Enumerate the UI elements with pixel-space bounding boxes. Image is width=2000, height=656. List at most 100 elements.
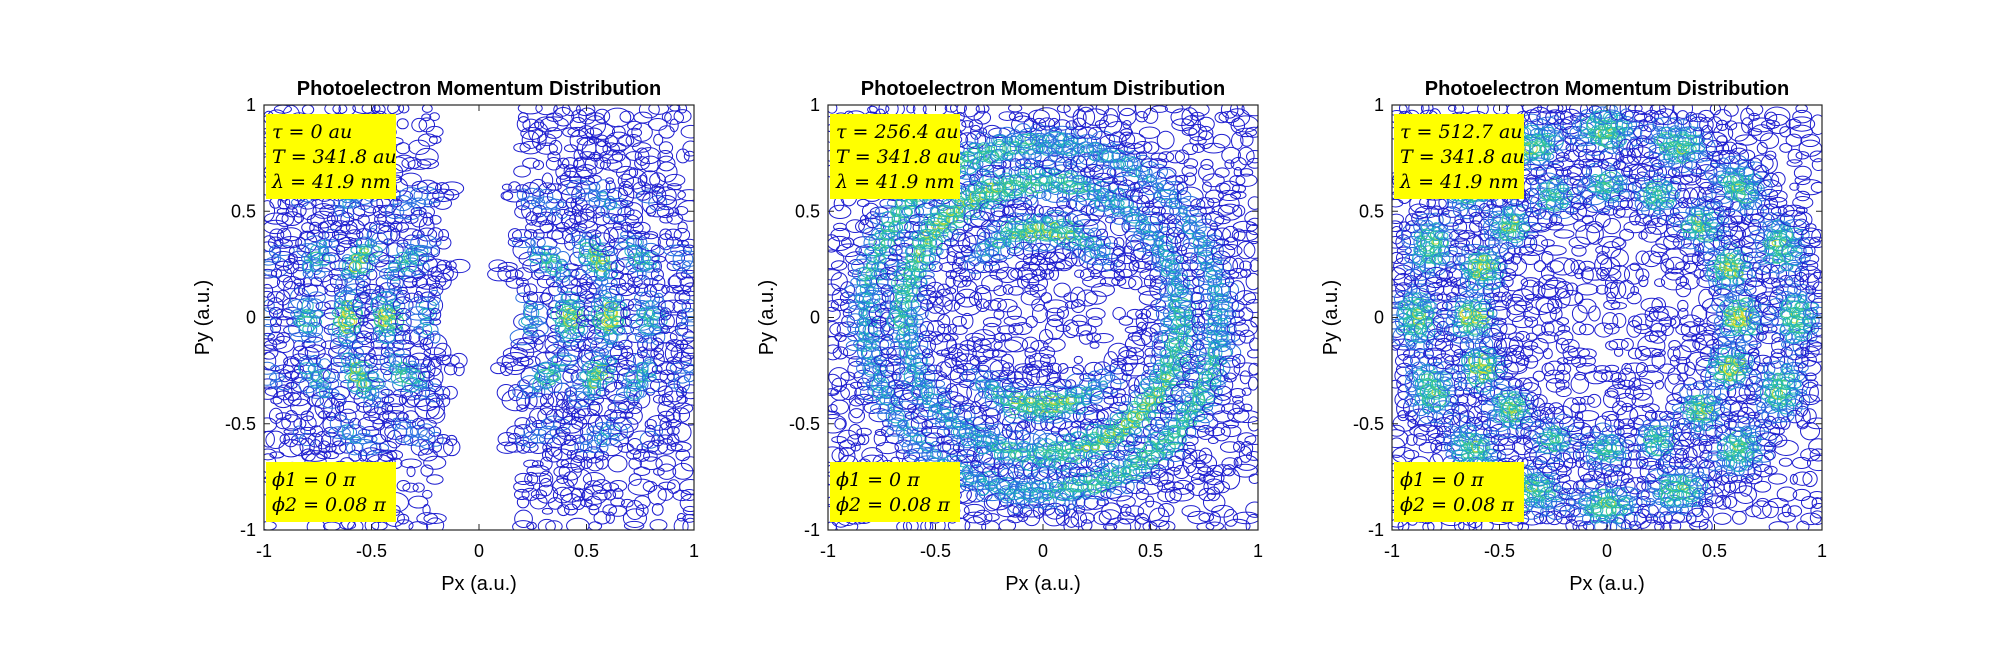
- contour-line: [984, 237, 998, 251]
- contour-line: [1072, 175, 1086, 186]
- contour-line: [1164, 433, 1184, 445]
- contour-line: [997, 325, 1016, 335]
- contour-line: [828, 413, 847, 434]
- contour-line: [912, 323, 928, 337]
- contour-line: [1192, 275, 1205, 287]
- contour-line: [1124, 239, 1147, 262]
- contour-line: [845, 219, 865, 233]
- contour-line: [331, 209, 351, 227]
- contour-line: [1082, 181, 1091, 193]
- contour-line: [384, 347, 405, 358]
- contour-line: [1147, 409, 1171, 421]
- contour-line: [382, 317, 393, 327]
- contour-line: [1076, 494, 1099, 511]
- contour-line: [310, 210, 336, 229]
- contour-line: [1085, 307, 1106, 320]
- contour-line: [292, 345, 309, 362]
- contour-line: [401, 156, 422, 170]
- contour-line: [1070, 402, 1087, 414]
- contour-line: [936, 332, 952, 343]
- contour-line: [597, 188, 622, 201]
- contour-line: [502, 189, 528, 203]
- contour-line: [983, 379, 1000, 390]
- contour-line: [834, 418, 846, 430]
- contour-line: [1124, 157, 1144, 170]
- contour-line: [541, 245, 552, 255]
- contour-line: [1156, 166, 1177, 179]
- contour-line: [1167, 218, 1184, 238]
- contour-line: [867, 283, 892, 295]
- contour-line: [644, 262, 657, 270]
- contour-line: [681, 260, 694, 275]
- contour-line: [893, 297, 913, 314]
- contour-line: [657, 155, 676, 172]
- contour-line: [958, 204, 976, 220]
- contour-line: [635, 378, 649, 391]
- contour-line: [356, 330, 373, 346]
- contour-line: [867, 319, 891, 338]
- contour-line: [531, 329, 546, 345]
- contour-line: [340, 418, 354, 429]
- contour-line: [1173, 262, 1190, 272]
- contour-line: [377, 449, 398, 462]
- contour-line: [1121, 132, 1146, 149]
- contour-line: [512, 520, 535, 530]
- contour-line: [1181, 107, 1199, 127]
- contour-line: [542, 447, 553, 462]
- contour-line: [504, 441, 525, 453]
- contour-line: [930, 450, 942, 459]
- contour-line: [1187, 478, 1209, 497]
- contour-line: [548, 139, 563, 156]
- contour-line: [1046, 362, 1062, 375]
- contour-line: [660, 299, 687, 313]
- contour-line: [1233, 409, 1258, 424]
- contour-line: [611, 299, 626, 311]
- contour-line: [637, 233, 661, 252]
- contour-line: [300, 426, 316, 435]
- parameter-annotation-line: τ = 256.4 au: [836, 121, 959, 143]
- contour-line: [665, 236, 683, 249]
- contour-line: [637, 337, 648, 352]
- contour-line: [656, 205, 674, 219]
- contour-line: [390, 368, 418, 387]
- contour-line: [1024, 194, 1039, 211]
- contour-line: [1118, 151, 1135, 162]
- contour-line: [1061, 220, 1079, 235]
- contour-line: [1153, 362, 1164, 376]
- contour-line: [605, 511, 615, 524]
- phase-annotation-background: [830, 462, 960, 522]
- contour-line: [1002, 168, 1013, 178]
- contour-line: [1175, 218, 1191, 234]
- contour-line: [386, 242, 404, 259]
- contour-line: [949, 395, 969, 407]
- contour-line: [1086, 332, 1102, 343]
- contour-line: [1215, 274, 1231, 288]
- contour-line: [847, 434, 866, 446]
- contour-line: [1184, 367, 1213, 384]
- contour-line: [978, 387, 990, 399]
- contour-line: [430, 264, 454, 283]
- contour-line: [1013, 485, 1032, 505]
- contour-line: [647, 117, 668, 131]
- contour-line: [1397, 384, 1410, 400]
- contour-line: [1392, 429, 1409, 449]
- contour-line: [382, 418, 395, 429]
- contour-line: [676, 374, 694, 394]
- contour-line: [959, 402, 975, 412]
- contour-line: [544, 446, 563, 463]
- contour-line: [1247, 157, 1258, 169]
- contour-line: [443, 363, 458, 376]
- contour-line: [944, 212, 959, 225]
- contour-line: [971, 329, 996, 346]
- parameter-annotation-line: τ = 0 au: [272, 121, 352, 143]
- contour-line: [410, 385, 431, 400]
- contour-line: [381, 396, 395, 404]
- contour-line: [921, 353, 935, 367]
- contour-line: [359, 376, 385, 391]
- contour-line: [349, 417, 361, 430]
- contour-line: [1188, 236, 1209, 249]
- contour-line: [281, 211, 303, 226]
- contour-line: [283, 356, 300, 367]
- contour-line: [417, 429, 436, 450]
